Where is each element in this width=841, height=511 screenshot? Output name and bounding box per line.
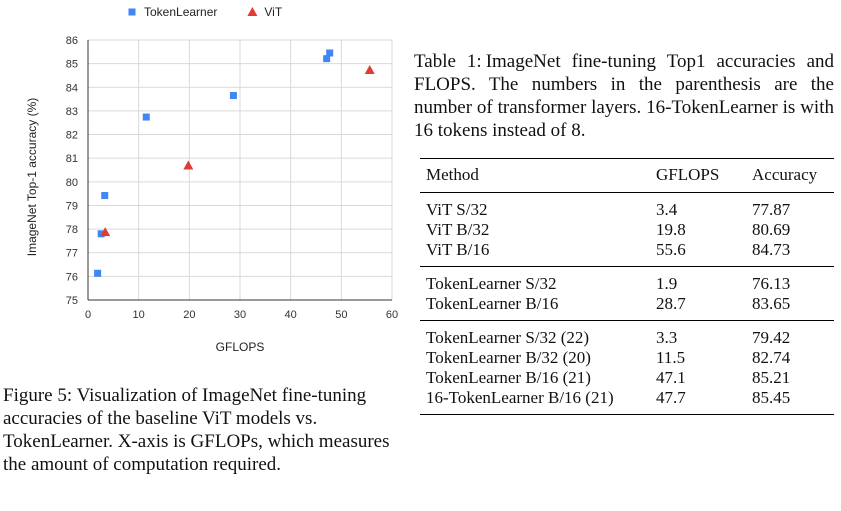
cell-accuracy: 79.42 bbox=[746, 320, 834, 348]
accuracy-vs-gflops-chart: 75 76 77 78 79 80 81 82 83 84 85 86 0 10 20 30 40 50 60 To… bbox=[25, 5, 398, 354]
vit-point bbox=[100, 227, 111, 237]
x-tick-label: 40 bbox=[285, 309, 297, 321]
figure-caption-text: Visualization of ImageNet fine-tuning ac… bbox=[3, 385, 390, 475]
tokenlearner-point bbox=[323, 55, 331, 63]
table-group-tokenlearner-layers: TokenLearner S/32 (22) 3.3 79.42 TokenLear… bbox=[420, 320, 834, 415]
x-tick-label: 20 bbox=[183, 309, 195, 321]
y-tick-label: 86 bbox=[66, 35, 78, 47]
table-caption-text: ImageNet fine-tuning Top1 accuracies and… bbox=[414, 51, 834, 141]
table-row: TokenLearner S/32 1.9 76.13 bbox=[420, 266, 834, 294]
table-row: 16-TokenLearner B/16 (21) 47.7 85.45 bbox=[420, 388, 834, 415]
cell-method: TokenLearner S/32 (22) bbox=[420, 320, 650, 348]
y-tick-label: 78 bbox=[66, 224, 78, 236]
table-row: ViT B/16 55.6 84.73 bbox=[420, 240, 834, 267]
cell-gflops: 3.3 bbox=[650, 320, 746, 348]
tokenlearner-point bbox=[229, 92, 237, 100]
vit-legend-label: ViT bbox=[264, 5, 282, 19]
table-row: TokenLearner B/16 (21) 47.1 85.21 bbox=[420, 368, 834, 388]
results-table: Method GFLOPS Accuracy ViT S/32 3.4 77.87 … bbox=[420, 158, 834, 415]
cell-accuracy: 85.45 bbox=[746, 388, 834, 415]
y-tick-label: 75 bbox=[66, 295, 78, 307]
y-tick-label: 80 bbox=[66, 177, 78, 189]
tokenlearner-point bbox=[142, 113, 150, 121]
cell-method: TokenLearner S/32 bbox=[420, 266, 650, 294]
header-accuracy: Accuracy bbox=[746, 158, 834, 193]
tokenlearner-point bbox=[326, 49, 334, 57]
chart-axes bbox=[87, 40, 392, 301]
cell-accuracy: 76.13 bbox=[746, 266, 834, 294]
figure-caption: Figure 5: Visualization of ImageNet fine… bbox=[3, 384, 415, 476]
cell-method: TokenLearner B/16 (21) bbox=[426, 368, 591, 387]
cell-accuracy: 77.87 bbox=[752, 200, 791, 219]
chart-grid bbox=[87, 39, 393, 301]
cell-accuracy: 82.74 bbox=[752, 348, 791, 367]
cell-gflops: 1.9 bbox=[650, 266, 746, 294]
tokenlearner-point bbox=[101, 192, 109, 200]
cell-method: ViT B/32 bbox=[426, 220, 490, 239]
table-group-tokenlearner: TokenLearner S/32 1.9 76.13 TokenLearner B… bbox=[420, 266, 834, 321]
table-row: ViT B/32 19.8 80.69 bbox=[420, 220, 834, 240]
chart-legend: TokenLearner ViT bbox=[128, 5, 283, 19]
y-tick-label: 84 bbox=[66, 82, 78, 94]
vit-point bbox=[183, 160, 194, 170]
y-tick-label: 85 bbox=[66, 59, 78, 71]
tokenlearner-legend-label: TokenLearner bbox=[144, 5, 217, 19]
table-row: ViT S/32 3.4 77.87 bbox=[420, 193, 834, 221]
y-tick-label: 83 bbox=[66, 106, 78, 118]
y-tick-label: 76 bbox=[66, 271, 78, 283]
x-tick-label: 10 bbox=[133, 309, 145, 321]
vit-point bbox=[364, 65, 375, 75]
header-gflops: GFLOPS bbox=[650, 158, 746, 193]
table-caption: Table 1: ImageNet fine-tuning Top1 accura… bbox=[414, 50, 834, 142]
cell-accuracy: 84.73 bbox=[752, 240, 791, 259]
cell-method: TokenLearner B/16 bbox=[426, 294, 559, 313]
cell-accuracy: 85.21 bbox=[752, 368, 791, 387]
cell-accuracy: 83.65 bbox=[752, 294, 791, 313]
y-axis-label: ImageNet Top-1 accuracy (%) bbox=[25, 98, 39, 257]
y-tick-label: 77 bbox=[66, 248, 78, 260]
table-row: TokenLearner S/32 (22) 3.3 79.42 bbox=[420, 320, 834, 348]
tokenlearner-point bbox=[97, 230, 105, 238]
cell-method: ViT S/32 bbox=[426, 200, 488, 219]
table-caption-label: Table 1: bbox=[414, 51, 482, 72]
cell-accuracy: 80.69 bbox=[752, 220, 791, 239]
cell-method: ViT B/16 bbox=[426, 240, 490, 259]
x-tick-label: 60 bbox=[386, 309, 398, 321]
table-group-vit: ViT S/32 3.4 77.87 ViT B/32 19.8 80.69 ViT B… bbox=[420, 193, 834, 267]
cell-method: 16-TokenLearner B/16 (21) bbox=[420, 388, 650, 415]
header-method: Method bbox=[420, 158, 650, 193]
cell-gflops: 28.7 bbox=[656, 294, 686, 313]
x-tick-label: 50 bbox=[335, 309, 347, 321]
chart-points bbox=[94, 49, 375, 277]
cell-method: TokenLearner B/32 (20) bbox=[426, 348, 591, 367]
chart-tick-labels: 75 76 77 78 79 80 81 82 83 84 85 86 0 10 20 30 40 50 60 bbox=[66, 35, 398, 321]
x-axis-label: GFLOPS bbox=[216, 340, 265, 354]
y-tick-label: 81 bbox=[66, 153, 78, 165]
cell-gflops: 3.4 bbox=[656, 200, 678, 219]
vit-legend-marker bbox=[247, 7, 258, 16]
cell-gflops: 11.5 bbox=[656, 348, 686, 367]
tokenlearner-point bbox=[94, 269, 102, 277]
x-tick-label: 30 bbox=[234, 309, 246, 321]
cell-gflops: 47.1 bbox=[656, 368, 686, 387]
table-row: TokenLearner B/16 28.7 83.65 bbox=[420, 294, 834, 321]
cell-gflops: 47.7 bbox=[650, 388, 746, 415]
x-tick-label: 0 bbox=[85, 309, 91, 321]
figure-caption-label: Figure 5: bbox=[3, 385, 73, 406]
y-tick-label: 82 bbox=[66, 130, 78, 142]
y-tick-label: 79 bbox=[66, 200, 78, 212]
cell-gflops: 55.6 bbox=[656, 240, 686, 259]
cell-gflops: 19.8 bbox=[656, 220, 686, 239]
table-row: TokenLearner B/32 (20) 11.5 82.74 bbox=[420, 348, 834, 368]
tokenlearner-legend-marker bbox=[128, 8, 136, 16]
